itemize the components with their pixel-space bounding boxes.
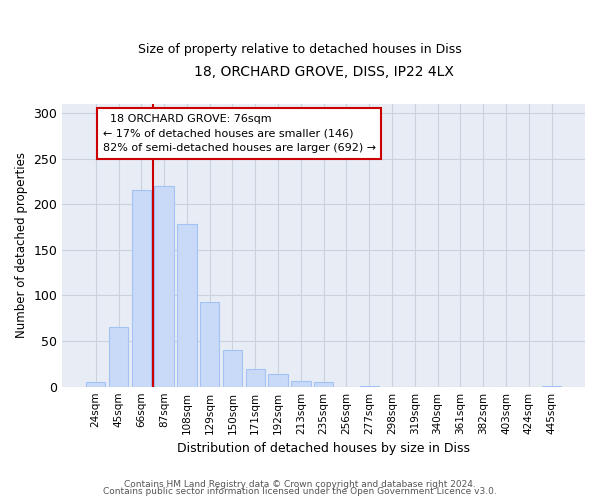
Bar bbox=[86, 382, 106, 386]
Bar bbox=[131, 190, 151, 386]
Bar bbox=[268, 374, 288, 386]
Bar bbox=[200, 302, 220, 386]
Bar bbox=[314, 382, 334, 386]
Bar bbox=[177, 224, 197, 386]
Text: Contains HM Land Registry data © Crown copyright and database right 2024.: Contains HM Land Registry data © Crown c… bbox=[124, 480, 476, 489]
Bar bbox=[154, 186, 174, 386]
Bar bbox=[223, 350, 242, 387]
Bar bbox=[245, 370, 265, 386]
Y-axis label: Number of detached properties: Number of detached properties bbox=[15, 152, 28, 338]
Title: 18, ORCHARD GROVE, DISS, IP22 4LX: 18, ORCHARD GROVE, DISS, IP22 4LX bbox=[194, 65, 454, 79]
X-axis label: Distribution of detached houses by size in Diss: Distribution of detached houses by size … bbox=[177, 442, 470, 455]
Bar bbox=[291, 381, 311, 386]
Bar bbox=[109, 328, 128, 386]
Text: Size of property relative to detached houses in Diss: Size of property relative to detached ho… bbox=[138, 42, 462, 56]
Text: Contains public sector information licensed under the Open Government Licence v3: Contains public sector information licen… bbox=[103, 487, 497, 496]
Text: 18 ORCHARD GROVE: 76sqm
← 17% of detached houses are smaller (146)
82% of semi-d: 18 ORCHARD GROVE: 76sqm ← 17% of detache… bbox=[103, 114, 376, 154]
